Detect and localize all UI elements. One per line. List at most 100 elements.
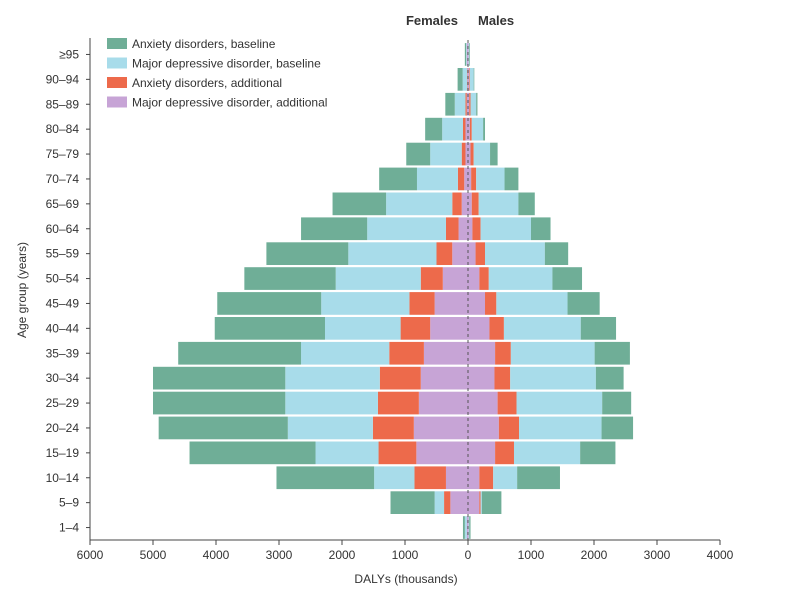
bar-male-0-14 [602, 392, 631, 415]
bar-male-3-9 [468, 267, 479, 290]
bar-male-3-8 [468, 242, 476, 265]
bar-female-3-16 [416, 442, 468, 465]
bar-male-3-6 [468, 193, 472, 216]
bar-male-2-13 [494, 367, 510, 390]
bar-male-1-13 [510, 367, 596, 390]
bar-male-1-19 [469, 516, 470, 539]
bar-male-0-3 [483, 118, 485, 141]
bar-female-1-8 [348, 242, 436, 265]
x-tick-label: 2000 [329, 548, 356, 562]
bar-female-2-3 [463, 118, 466, 141]
bar-female-3-12 [424, 342, 468, 365]
bar-female-0-19 [463, 516, 465, 539]
bar-male-2-6 [472, 193, 479, 216]
bar-female-1-3 [442, 118, 463, 141]
bar-female-2-5 [458, 168, 464, 191]
y-category-label: 65–69 [46, 197, 80, 211]
bar-female-0-3 [425, 118, 442, 141]
bar-male-1-7 [481, 217, 531, 240]
bar-male-3-14 [468, 392, 498, 415]
y-category-label: 80–84 [46, 122, 80, 136]
bar-male-2-14 [498, 392, 517, 415]
bar-female-1-19 [465, 516, 467, 539]
bar-male-1-3 [472, 118, 483, 141]
x-tick-label: 1000 [392, 548, 419, 562]
bar-male-1-2 [471, 93, 477, 116]
legend-label: Anxiety disorders, baseline [132, 37, 276, 51]
legend-swatch [107, 38, 127, 49]
bar-male-2-4 [471, 143, 474, 166]
y-category-label: 5–9 [59, 496, 79, 510]
bar-male-1-4 [474, 143, 490, 166]
bar-male-0-9 [552, 267, 582, 290]
y-category-label: 50–54 [46, 272, 80, 286]
bar-male-1-18 [481, 491, 482, 514]
bar-female-0-4 [406, 143, 430, 166]
bar-female-2-6 [452, 193, 461, 216]
x-tick-label: 5000 [140, 548, 167, 562]
x-axis-title: DALYs (thousands) [354, 572, 457, 586]
bar-female-2-7 [446, 217, 459, 240]
bar-female-1-16 [316, 442, 379, 465]
bar-female-1-15 [288, 417, 373, 440]
bar-female-0-8 [266, 242, 348, 265]
bar-female-3-17 [446, 466, 468, 489]
bar-female-2-16 [379, 442, 417, 465]
bar-male-3-7 [468, 217, 472, 240]
bar-female-3-10 [435, 292, 468, 315]
bar-female-3-7 [459, 217, 468, 240]
bar-female-3-14 [419, 392, 468, 415]
bar-female-0-17 [276, 466, 374, 489]
y-category-label: 40–44 [46, 321, 80, 335]
bar-male-1-9 [489, 267, 553, 290]
legend-label: Anxiety disorders, additional [132, 76, 282, 90]
bar-female-0-0 [465, 43, 466, 66]
bar-female-3-11 [430, 317, 468, 340]
bar-male-1-6 [479, 193, 519, 216]
y-category-label: 35–39 [46, 346, 80, 360]
bar-female-0-7 [301, 217, 367, 240]
bar-male-0-16 [580, 442, 615, 465]
x-tick-label: 0 [465, 548, 472, 562]
bar-male-2-17 [479, 466, 493, 489]
bar-male-1-10 [496, 292, 567, 315]
bar-male-0-19 [469, 516, 470, 539]
bar-female-1-18 [435, 491, 444, 514]
y-category-label: 25–29 [46, 396, 80, 410]
bar-female-3-5 [464, 168, 468, 191]
y-category-label: 70–74 [46, 172, 80, 186]
bar-female-1-17 [374, 466, 414, 489]
bar-male-0-15 [602, 417, 634, 440]
bar-male-0-11 [581, 317, 616, 340]
bar-female-2-10 [409, 292, 434, 315]
bar-male-2-11 [489, 317, 503, 340]
bar-male-2-7 [472, 217, 480, 240]
bar-female-2-8 [437, 242, 453, 265]
bar-female-0-1 [458, 68, 463, 91]
bar-female-1-5 [417, 168, 458, 191]
bar-male-0-13 [596, 367, 624, 390]
bar-male-2-16 [495, 442, 514, 465]
y-category-label: 10–14 [46, 471, 80, 485]
bar-female-0-2 [445, 93, 454, 116]
bar-female-2-14 [378, 392, 419, 415]
bar-male-0-8 [545, 242, 568, 265]
x-tick-label: 3000 [644, 548, 671, 562]
males-side-label: Males [478, 13, 514, 28]
bar-male-0-17 [517, 466, 560, 489]
bar-female-1-14 [285, 392, 378, 415]
bar-male-3-13 [468, 367, 494, 390]
bar-female-1-0 [466, 43, 467, 66]
bar-male-0-6 [518, 193, 534, 216]
bar-female-1-2 [455, 93, 466, 116]
bar-male-2-18 [479, 491, 480, 514]
bar-female-2-9 [421, 267, 443, 290]
x-tick-label: 2000 [581, 548, 608, 562]
bar-male-0-2 [476, 93, 477, 116]
x-tick-label: 6000 [77, 548, 104, 562]
bar-female-3-15 [414, 417, 468, 440]
bar-male-0-10 [568, 292, 600, 315]
bar-male-1-16 [514, 442, 580, 465]
bar-female-2-11 [401, 317, 431, 340]
